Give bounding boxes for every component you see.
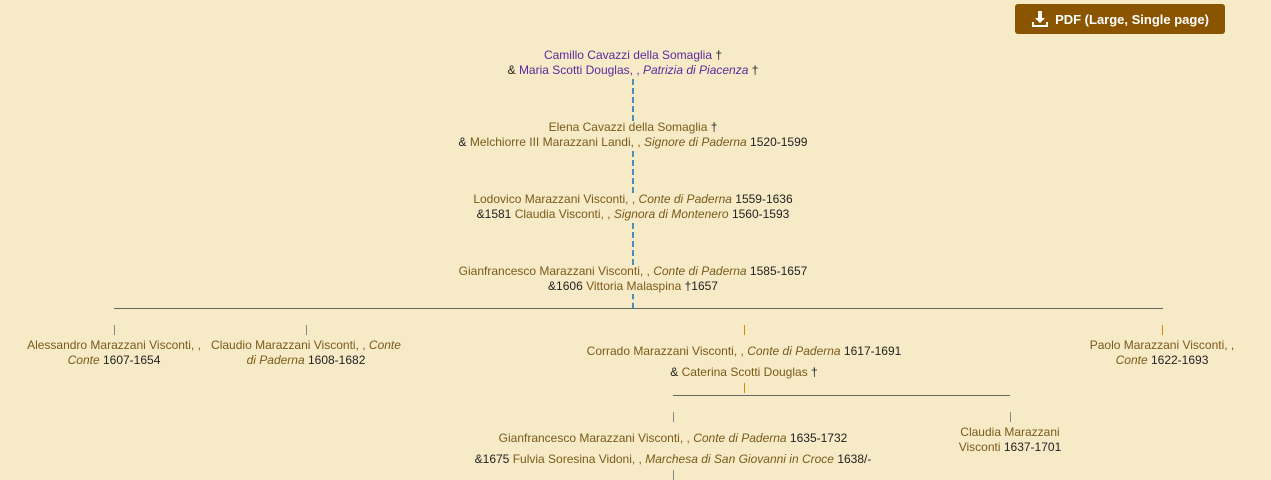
spouse-link[interactable]: Maria Scotti Douglas, , bbox=[518, 63, 643, 77]
tick bbox=[744, 325, 745, 335]
death-mark: † bbox=[807, 365, 818, 379]
dates: 1622-1693 bbox=[1147, 353, 1209, 367]
dates: †1657 bbox=[681, 279, 718, 293]
title: Marchesa di San Giovanni in Croce bbox=[645, 452, 834, 466]
tick bbox=[744, 383, 745, 393]
spouse-prefix: &1675 bbox=[474, 452, 513, 466]
person-link[interactable]: Claudio Marazzani Visconti, , bbox=[211, 338, 369, 352]
person-link[interactable]: Claudia Marazzani Visconti bbox=[958, 425, 1060, 454]
death-mark: † bbox=[748, 63, 759, 77]
spouse-prefix: & bbox=[458, 135, 470, 149]
child-corrado: Corrado Marazzani Visconti, , Conte di P… bbox=[587, 344, 902, 380]
child-paolo: Paolo Marazzani Visconti, , Conte 1622-1… bbox=[1082, 338, 1242, 368]
person-camillo: Camillo Cavazzi della Somaglia † & Maria… bbox=[508, 48, 759, 78]
tick bbox=[1162, 325, 1163, 335]
title: Conte bbox=[1115, 353, 1148, 367]
dates: 1617-1691 bbox=[840, 344, 902, 358]
connector bbox=[632, 223, 634, 265]
dates: 1635-1732 bbox=[786, 431, 848, 445]
connector bbox=[632, 151, 634, 193]
child-alessandro: Alessandro Marazzani Visconti, , Conte 1… bbox=[19, 338, 209, 368]
spouse-link[interactable]: Fulvia Soresina Vidoni, , bbox=[512, 452, 646, 466]
connector bbox=[632, 294, 634, 308]
dates: 1560-1593 bbox=[728, 207, 790, 221]
person-link[interactable]: Gianfrancesco Marazzani Visconti, , bbox=[498, 431, 694, 445]
spouse-prefix: &1606 bbox=[548, 279, 587, 293]
dates: 1607-1654 bbox=[99, 353, 161, 367]
title: Signore di Paderna bbox=[643, 135, 747, 149]
person-elena: Elena Cavazzi della Somaglia † & Melchio… bbox=[459, 120, 808, 150]
title: Conte di Paderna bbox=[693, 431, 787, 445]
tick bbox=[673, 412, 674, 422]
pdf-download-button[interactable]: PDF (Large, Single page) bbox=[1015, 4, 1225, 34]
grandchild-claudia: Claudia Marazzani Visconti 1637-1701 bbox=[953, 425, 1068, 455]
title: Patrizia di Piacenza bbox=[643, 63, 749, 77]
death-mark: † bbox=[712, 48, 723, 62]
connector bbox=[632, 79, 634, 121]
dates: 1608-1682 bbox=[304, 353, 366, 367]
title: Conte di Paderna bbox=[653, 264, 747, 278]
person-link[interactable]: Alessandro Marazzani Visconti, , bbox=[27, 338, 201, 352]
spouse-prefix: & bbox=[507, 63, 519, 77]
person-link[interactable]: Paolo Marazzani Visconti, , bbox=[1089, 338, 1235, 352]
death-mark: † bbox=[707, 120, 718, 134]
child-claudio: Claudio Marazzani Visconti, , Conte di P… bbox=[208, 338, 404, 368]
dates: 1638/- bbox=[833, 452, 872, 466]
title: Conte di Paderna bbox=[638, 192, 732, 206]
dates: 1559-1636 bbox=[731, 192, 793, 206]
dates: 1637-1701 bbox=[1000, 440, 1062, 454]
spouse-prefix: &1581 bbox=[476, 207, 515, 221]
title: Conte di Paderna bbox=[246, 338, 401, 367]
grandchild-gianfrancesco: Gianfrancesco Marazzani Visconti, , Cont… bbox=[475, 431, 872, 467]
tick bbox=[1010, 412, 1011, 422]
person-link[interactable]: Gianfrancesco Marazzani Visconti, , bbox=[458, 264, 654, 278]
dates: 1585-1657 bbox=[746, 264, 808, 278]
person-link[interactable]: Elena Cavazzi della Somaglia bbox=[548, 120, 708, 134]
title: Signora di Montenero bbox=[613, 207, 729, 221]
person-link[interactable]: Corrado Marazzani Visconti, , bbox=[586, 344, 748, 358]
pdf-button-label: PDF (Large, Single page) bbox=[1055, 11, 1209, 27]
download-icon bbox=[1032, 11, 1049, 27]
spouse-link[interactable]: Caterina Scotti Douglas bbox=[681, 365, 808, 379]
spouse-link[interactable]: Claudia Visconti, , bbox=[514, 207, 614, 221]
title: Conte di Paderna bbox=[747, 344, 841, 358]
tick bbox=[306, 325, 307, 335]
spouse-link[interactable]: Melchiorre III Marazzani Landi, , bbox=[469, 135, 644, 149]
tick bbox=[114, 325, 115, 335]
person-lodovico: Lodovico Marazzani Visconti, , Conte di … bbox=[473, 192, 792, 222]
title: Conte bbox=[67, 353, 100, 367]
dates: 1520-1599 bbox=[746, 135, 808, 149]
spouse-link[interactable]: Vittoria Malaspina bbox=[586, 279, 682, 293]
tick bbox=[673, 470, 674, 480]
person-gianfrancesco-1585: Gianfrancesco Marazzani Visconti, , Cont… bbox=[459, 264, 808, 294]
person-link[interactable]: Lodovico Marazzani Visconti, , bbox=[473, 192, 639, 206]
person-link[interactable]: Camillo Cavazzi della Somaglia bbox=[543, 48, 713, 62]
sibling-line bbox=[114, 308, 1163, 309]
sibling-line bbox=[673, 395, 1010, 396]
spouse-prefix: & bbox=[670, 365, 682, 379]
